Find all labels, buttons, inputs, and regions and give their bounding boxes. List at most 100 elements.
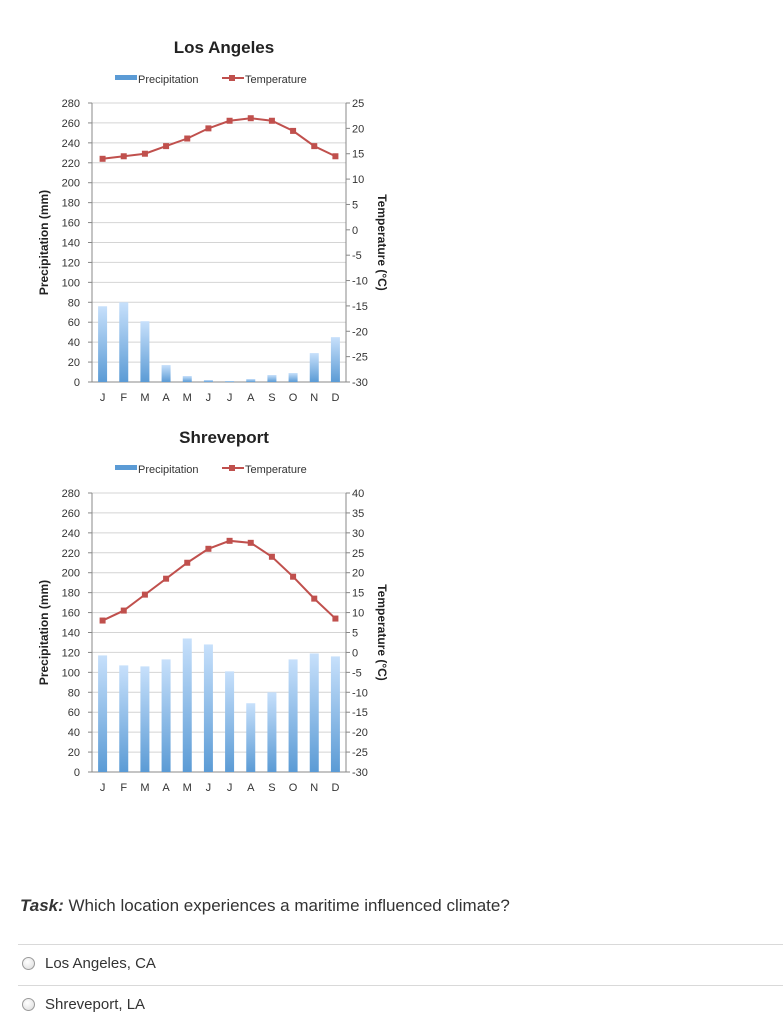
option-los-angeles[interactable]: Los Angeles, CA (22, 955, 156, 972)
y2-tick-label: -25 (352, 747, 368, 759)
task-question: Which location experiences a maritime in… (68, 896, 510, 915)
y2-tick-label: 15 (352, 149, 364, 161)
precipitation-bar (330, 656, 340, 772)
task-label: Task: (20, 896, 64, 915)
radio-button[interactable] (22, 998, 35, 1011)
y2-tick-label: 40 (352, 488, 364, 500)
temperature-point (120, 607, 127, 614)
precipitation-bar (161, 659, 171, 772)
precipitation-bar (182, 638, 192, 772)
x-tick-label: A (247, 392, 255, 404)
y2-tick-label: -30 (352, 377, 368, 389)
x-tick-label: N (310, 782, 318, 794)
y-axis-title: Precipitation (mm) (37, 580, 51, 685)
temperature-point (332, 153, 339, 160)
x-tick-label: J (100, 782, 106, 794)
precipitation-bar (225, 671, 235, 772)
temperature-point (290, 573, 297, 580)
y2-tick-label: 0 (352, 647, 358, 659)
precipitation-bar (98, 306, 108, 382)
y-tick-label: 280 (62, 98, 80, 110)
x-tick-label: S (268, 392, 275, 404)
y2-axis-title: Temperature (°C) (375, 194, 389, 291)
y2-tick-label: 15 (352, 588, 364, 600)
temperature-point (226, 537, 233, 544)
y-tick-label: 180 (62, 588, 80, 600)
temperature-point (205, 545, 212, 552)
y-tick-label: 160 (62, 608, 80, 620)
temperature-point (332, 615, 339, 622)
precipitation-bar (288, 659, 298, 772)
legend-swatch-precipitation (115, 465, 137, 470)
temperature-point (120, 153, 127, 160)
temperature-point (163, 575, 170, 582)
x-tick-label: O (289, 782, 298, 794)
y2-tick-label: 20 (352, 568, 364, 580)
x-tick-label: O (289, 392, 298, 404)
x-tick-label: A (162, 782, 170, 794)
legend-label-precipitation: Precipitation (138, 74, 199, 86)
precipitation-bar (140, 666, 150, 772)
y2-tick-label: -15 (352, 301, 368, 313)
temperature-point (311, 595, 318, 602)
precipitation-bar (182, 376, 192, 382)
temperature-point (247, 539, 254, 546)
legend-swatch-precipitation (115, 75, 137, 80)
x-tick-label: M (140, 392, 149, 404)
y-tick-label: 100 (62, 277, 80, 289)
y-tick-label: 120 (62, 647, 80, 659)
y-tick-label: 0 (74, 767, 80, 779)
precipitation-bar (161, 365, 171, 382)
y2-tick-label: -10 (352, 276, 368, 288)
chart-shreveport: Shreveport Precipitation Temperature 0 20 40 6… (0, 420, 783, 805)
y-tick-label: 40 (68, 727, 80, 739)
option-shreveport[interactable]: Shreveport, LA (22, 996, 145, 1013)
y-tick-label: 120 (62, 257, 80, 269)
y-tick-label: 60 (68, 317, 80, 329)
precipitation-bar (330, 337, 340, 382)
chart-title: Los Angeles (174, 38, 274, 57)
legend-label-temperature: Temperature (245, 464, 307, 476)
precipitation-bar (267, 375, 277, 382)
temperature-point (226, 117, 233, 124)
precipitation-bar (246, 703, 256, 772)
y2-tick-label: -25 (352, 352, 368, 364)
x-tick-label: N (310, 392, 318, 404)
legend-marker-temperature (229, 465, 235, 471)
x-tick-label: F (120, 392, 127, 404)
x-tick-label: A (162, 392, 170, 404)
x-tick-label: J (227, 392, 233, 404)
temperature-point (141, 150, 148, 157)
y2-tick-label: -20 (352, 727, 368, 739)
x-tick-label: D (331, 782, 339, 794)
temperature-point (311, 143, 318, 150)
y-tick-label: 0 (74, 377, 80, 389)
radio-button[interactable] (22, 957, 35, 970)
chart-los-angeles: Los Angeles Precipitation Temperature 0 20 40… (0, 30, 783, 415)
temperature-point (184, 559, 191, 566)
divider (18, 944, 783, 945)
y2-tick-label: 20 (352, 123, 364, 135)
y-tick-label: 60 (68, 707, 80, 719)
x-tick-label: J (206, 392, 212, 404)
y-tick-label: 200 (62, 568, 80, 580)
temperature-point (163, 143, 170, 150)
precipitation-bar (140, 321, 150, 382)
y-tick-label: 20 (68, 747, 80, 759)
temperature-point (247, 115, 254, 122)
y2-tick-label: -5 (352, 250, 362, 262)
y-tick-label: 200 (62, 178, 80, 190)
y-axis-title: Precipitation (mm) (37, 190, 51, 295)
y-tick-label: 280 (62, 488, 80, 500)
combo-chart-svg: Los Angeles Precipitation Temperature 0 20 40… (37, 38, 389, 404)
option-label: Los Angeles, CA (45, 955, 156, 972)
option-label: Shreveport, LA (45, 996, 146, 1013)
y2-tick-label: 5 (352, 628, 358, 640)
legend-label-temperature: Temperature (245, 74, 307, 86)
y-tick-label: 220 (62, 158, 80, 170)
y2-tick-label: 10 (352, 608, 364, 620)
y2-tick-label: 10 (352, 174, 364, 186)
x-tick-label: M (183, 782, 192, 794)
y2-tick-label: -15 (352, 707, 368, 719)
y-tick-label: 260 (62, 118, 80, 130)
